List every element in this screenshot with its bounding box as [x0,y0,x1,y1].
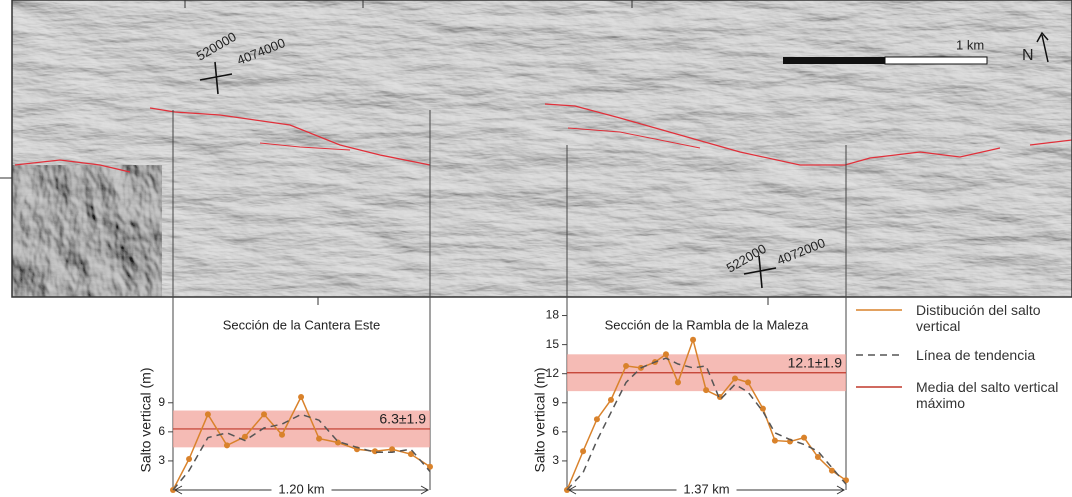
data-point [594,416,600,422]
span-label: 1.37 km [683,481,729,496]
data-point [703,387,709,393]
data-point [815,454,821,460]
data-point [690,337,696,343]
data-point [242,434,248,440]
y-tick-label: 9 [552,395,559,409]
data-point [675,379,681,385]
data-point [335,440,341,446]
page: 520000 4074000 522000 4072000 1 km N Sec… [0,0,1072,497]
data-point [829,468,835,474]
data-point [760,406,766,412]
data-point [580,448,586,454]
y-tick-label: 6 [158,424,165,438]
chart-title: Sección de la Cantera Este [223,317,381,332]
data-point [801,435,807,441]
data-point [372,448,378,454]
y-axis-label: Salto vertical (m) [532,367,548,472]
data-point [663,351,669,357]
data-point [205,411,211,417]
data-point [745,379,751,385]
data-point [623,363,629,369]
y-axis-label: Salto vertical (m) [138,367,154,472]
chart-title: Sección de la Rambla de la Maleza [605,317,810,332]
y-tick-label: 15 [546,337,560,351]
span-label: 1.20 km [278,481,324,496]
data-point [608,397,614,403]
mean-label: 6.3±1.9 [379,411,426,427]
y-tick-label: 6 [552,424,559,438]
legend-label: Línea de tendencia [916,347,1072,363]
figure: 520000 4074000 522000 4072000 1 km N Sec… [0,0,1072,497]
y-tick-label: 18 [546,308,560,322]
data-point [298,394,304,400]
legend-label: Distibución del salto vertical [916,302,1072,334]
hillshade-map: 520000 4074000 522000 4072000 1 km N [12,0,1072,297]
y-tick-label: 3 [158,453,165,467]
data-point [279,432,285,438]
scale-bar-label: 1 km [956,37,984,52]
y-tick-label: 3 [552,453,559,467]
mean-label: 12.1±1.9 [788,354,843,370]
data-point [316,436,322,442]
legend-label: Media del salto vertical máximo [916,379,1072,411]
data-point [224,442,230,448]
data-point [186,456,192,462]
data-point [772,438,778,444]
y-tick-label: 9 [158,395,165,409]
data-point [732,376,738,382]
data-point [261,411,267,417]
north-arrow-label: N [1022,47,1034,64]
